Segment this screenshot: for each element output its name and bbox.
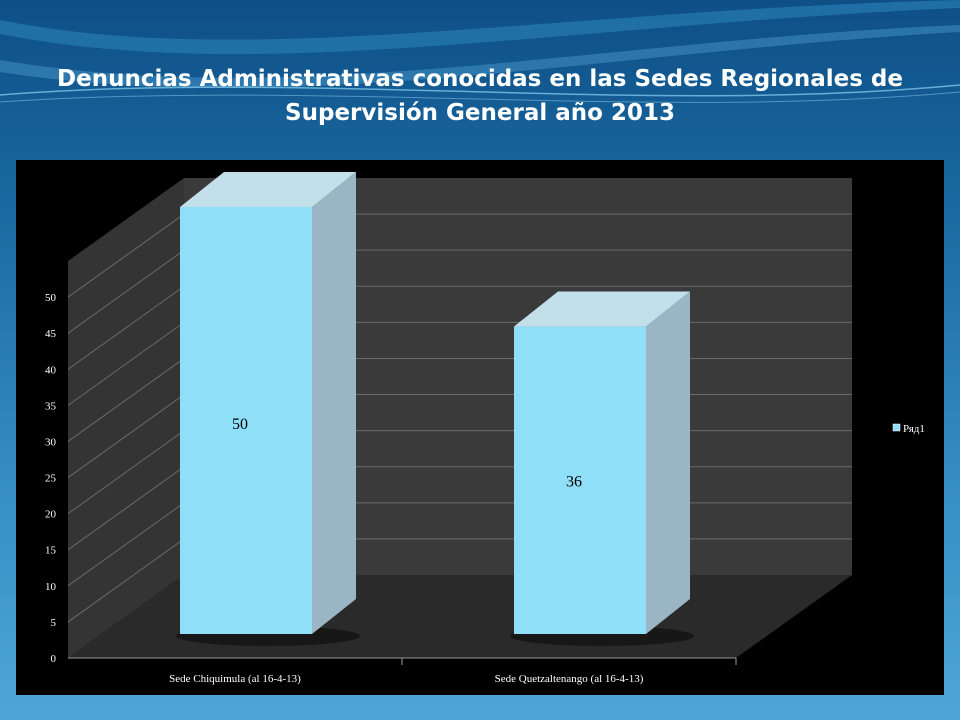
bar-value-label: 36	[566, 473, 582, 490]
slide-title-line-1: Denuncias Administrativas conocidas en l…	[57, 66, 903, 92]
legend-swatch	[892, 423, 901, 432]
bar-side-face	[646, 291, 690, 634]
slide-title-line-2: Supervisión General año 2013	[285, 100, 675, 126]
x-tick-label: Sede Quetzaltenango (al 16-4-13)	[495, 673, 644, 685]
chart-side-wall	[68, 178, 184, 658]
bar-value-label: 50	[232, 416, 248, 433]
y-tick-label: 10	[45, 581, 57, 593]
gridline-side	[67, 285, 185, 370]
gridline-side	[67, 358, 185, 442]
y-tick-label: 0	[51, 653, 57, 665]
legend: Ряд1	[892, 423, 925, 435]
y-tick-label: 20	[45, 509, 57, 521]
y-tick-label: 25	[45, 473, 57, 485]
slide-title: Denuncias Administrativas conocidas en l…	[0, 62, 960, 130]
gridline-side	[67, 430, 185, 515]
legend-label: Ряд1	[903, 423, 925, 435]
gridline-side	[67, 249, 185, 334]
y-tick-label: 5	[51, 617, 57, 629]
bar-group: 50	[176, 172, 360, 646]
y-tick-label: 30	[45, 436, 57, 448]
gridline-side	[67, 538, 185, 623]
bar	[514, 326, 646, 634]
gridline-side	[67, 394, 185, 478]
y-tick-label: 15	[45, 545, 57, 557]
y-tick-label: 35	[45, 400, 57, 412]
gridline-side	[67, 502, 185, 587]
bar-top-face	[180, 172, 356, 207]
y-tick-label: 50	[45, 292, 57, 304]
x-tick-label: Sede Chiquimula (al 16-4-13)	[169, 673, 301, 685]
y-tick-label: 40	[45, 364, 57, 376]
chart-area: 0 5 10 15 20 25 30 35 40 45 50 50 36 Sede Chiquimul…	[16, 160, 944, 695]
gridline-side	[67, 321, 185, 406]
y-tick-label: 45	[45, 328, 57, 340]
bars: 50 36	[176, 172, 694, 646]
bar	[180, 207, 312, 634]
bar-side-face	[312, 172, 356, 634]
bar-top-face	[514, 291, 690, 327]
y-axis-ticks: 0 5 10 15 20 25 30 35 40 45 50	[45, 292, 57, 665]
bar-group: 36	[510, 291, 694, 646]
background-swoosh	[0, 0, 960, 103]
bar-chart: 0 5 10 15 20 25 30 35 40 45 50 50 36 Sede Chiquimul…	[45, 172, 925, 685]
gridline-side	[67, 466, 185, 551]
gridline-side	[67, 213, 185, 298]
x-axis-labels: Sede Chiquimula (al 16-4-13) Sede Quetzal…	[169, 673, 644, 685]
